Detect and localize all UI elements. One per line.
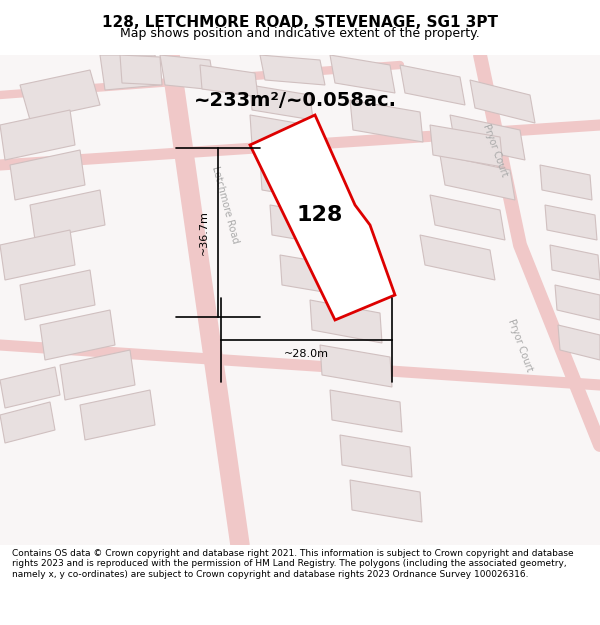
Polygon shape xyxy=(550,245,600,280)
Polygon shape xyxy=(400,65,465,105)
Polygon shape xyxy=(160,55,215,90)
Polygon shape xyxy=(555,285,600,320)
Polygon shape xyxy=(470,80,535,123)
Text: Pryor Court: Pryor Court xyxy=(506,318,534,372)
Polygon shape xyxy=(545,205,597,240)
Polygon shape xyxy=(200,65,258,97)
Polygon shape xyxy=(350,480,422,522)
Polygon shape xyxy=(0,110,75,160)
Polygon shape xyxy=(120,55,162,85)
Polygon shape xyxy=(280,255,353,297)
Polygon shape xyxy=(310,300,382,343)
Polygon shape xyxy=(340,435,412,477)
Polygon shape xyxy=(260,160,333,202)
Polygon shape xyxy=(558,325,600,360)
Polygon shape xyxy=(100,55,160,90)
Polygon shape xyxy=(450,115,525,160)
Text: ~28.0m: ~28.0m xyxy=(284,349,329,359)
Polygon shape xyxy=(330,390,402,432)
Text: 128: 128 xyxy=(297,205,343,225)
Polygon shape xyxy=(30,190,105,240)
Polygon shape xyxy=(60,350,135,400)
Polygon shape xyxy=(260,55,325,85)
Polygon shape xyxy=(540,165,592,200)
Polygon shape xyxy=(250,85,313,120)
Text: Map shows position and indicative extent of the property.: Map shows position and indicative extent… xyxy=(120,27,480,39)
Text: Contains OS data © Crown copyright and database right 2021. This information is : Contains OS data © Crown copyright and d… xyxy=(12,549,574,579)
Polygon shape xyxy=(250,115,395,320)
Polygon shape xyxy=(80,390,155,440)
Polygon shape xyxy=(350,100,423,142)
Polygon shape xyxy=(250,115,323,157)
Polygon shape xyxy=(20,270,95,320)
Text: 128, LETCHMORE ROAD, STEVENAGE, SG1 3PT: 128, LETCHMORE ROAD, STEVENAGE, SG1 3PT xyxy=(102,16,498,31)
Text: Pryor Court: Pryor Court xyxy=(481,122,509,177)
Polygon shape xyxy=(430,195,505,240)
Polygon shape xyxy=(440,155,515,200)
Polygon shape xyxy=(0,367,60,408)
Polygon shape xyxy=(270,205,343,247)
Polygon shape xyxy=(10,150,85,200)
Polygon shape xyxy=(320,345,392,387)
Text: Letchmore Road: Letchmore Road xyxy=(210,165,240,245)
Polygon shape xyxy=(430,125,503,167)
Polygon shape xyxy=(0,402,55,443)
Polygon shape xyxy=(40,310,115,360)
Polygon shape xyxy=(0,230,75,280)
Text: ~233m²/~0.058ac.: ~233m²/~0.058ac. xyxy=(193,91,397,109)
Text: ~36.7m: ~36.7m xyxy=(199,210,209,255)
Polygon shape xyxy=(20,70,100,120)
Polygon shape xyxy=(330,55,395,93)
Polygon shape xyxy=(420,235,495,280)
